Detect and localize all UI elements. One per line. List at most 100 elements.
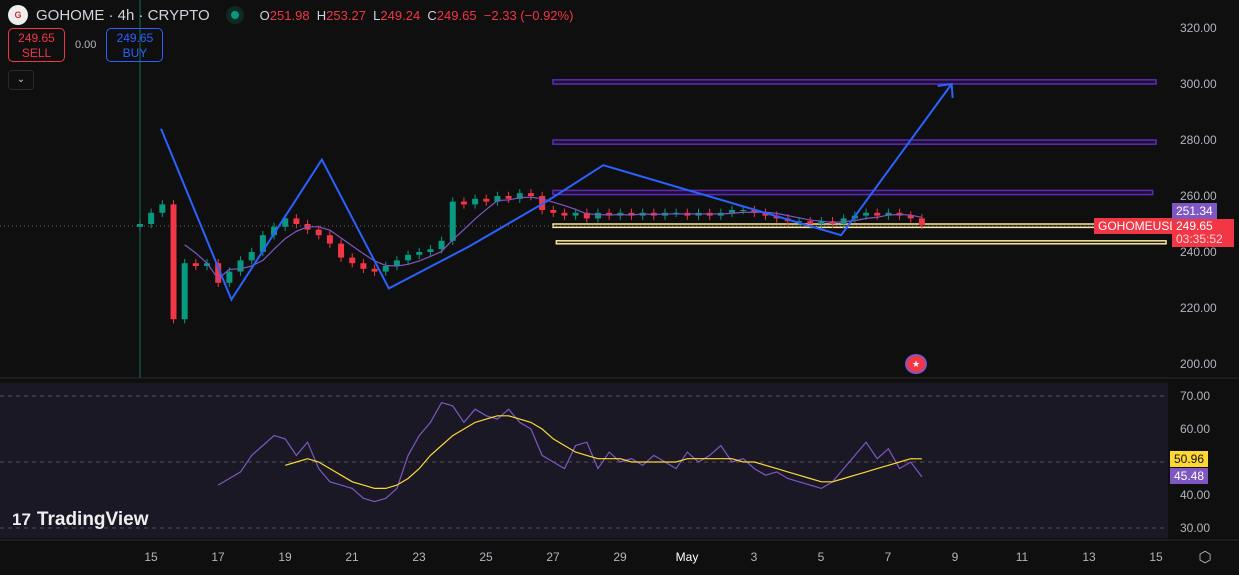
candle-body: [438, 240, 445, 250]
candle-body: [863, 212, 870, 216]
candle-body: [338, 243, 345, 258]
candle-body: [148, 212, 155, 224]
time-tick: 15: [1149, 550, 1163, 564]
price-ma-line: [184, 196, 923, 280]
candle-body: [550, 210, 557, 213]
candle-body: [315, 229, 322, 236]
candle-body: [226, 271, 233, 283]
chevron-down-icon[interactable]: ⌄: [8, 70, 34, 90]
time-tick: 29: [613, 550, 627, 564]
candle-body: [282, 218, 289, 227]
candle-body: [405, 254, 412, 261]
price-tick: 260.00: [1180, 189, 1217, 203]
rsi-tick: 60.00: [1180, 422, 1210, 436]
candle-body: [460, 201, 467, 205]
arrow-head-icon: [937, 82, 954, 99]
candle-body: [751, 210, 758, 213]
rsi-ma-line: [285, 415, 922, 489]
support-zone: [555, 240, 1167, 245]
time-tick: 21: [345, 550, 359, 564]
candle-body: [583, 212, 590, 219]
us-flag-event-icon[interactable]: ★: [905, 354, 927, 374]
candle-body: [885, 212, 892, 216]
candle-body: [807, 221, 814, 224]
price-tick: 240.00: [1180, 245, 1217, 259]
buy-button[interactable]: 249.65 BUY: [106, 28, 164, 62]
symbol-logo: G: [8, 5, 28, 25]
candle-body: [729, 210, 736, 213]
candle-body: [427, 249, 434, 252]
time-tick: 9: [952, 550, 959, 564]
candle-body: [349, 257, 356, 264]
time-tick: 15: [144, 550, 158, 564]
price-tick: 320.00: [1180, 21, 1217, 35]
time-tick: 13: [1082, 550, 1096, 564]
candle-body: [472, 198, 479, 205]
candle-body: [293, 218, 300, 224]
candle-body: [594, 212, 601, 219]
candle-body: [628, 212, 635, 216]
candle-body: [382, 266, 389, 272]
rsi-tick: 30.00: [1180, 521, 1210, 535]
candle-body: [561, 212, 568, 216]
candle-body: [159, 204, 166, 213]
time-tick: May: [676, 550, 699, 564]
candle-body: [259, 235, 266, 252]
rsi-ma-label: 50.96: [1170, 451, 1209, 467]
settings-gear-icon[interactable]: ⬡: [1198, 549, 1212, 566]
time-tick: 17: [211, 550, 225, 564]
candle-body: [606, 212, 613, 216]
candle-body: [371, 268, 378, 272]
price-tick: 280.00: [1180, 133, 1217, 147]
ohlc-readout: O251.98 H253.27 L249.24 C249.65 −2.33 (−…: [259, 7, 574, 23]
time-tick: 3: [751, 550, 758, 564]
symbol-title[interactable]: GOHOME · 4h · CRYPTO: [36, 6, 210, 24]
sell-button[interactable]: 249.65 SELL: [8, 28, 65, 62]
time-tick: 27: [546, 550, 560, 564]
candle-body: [248, 252, 255, 261]
time-tick: 23: [412, 550, 426, 564]
candle-body: [796, 221, 803, 223]
candle-body: [181, 263, 188, 320]
market-status-icon[interactable]: [225, 6, 244, 24]
price-tick: 220.00: [1180, 301, 1217, 315]
rsi-line: [217, 401, 923, 503]
resistance-zone: [552, 189, 1154, 196]
candle-body: [918, 218, 925, 225]
candle-body: [907, 215, 914, 219]
tradingview-logo[interactable]: 17 TradingView: [12, 509, 149, 530]
zigzag-drawing: [160, 83, 953, 302]
resistance-zone: [552, 139, 1157, 145]
candle-body: [818, 221, 825, 224]
candle-body: [516, 193, 523, 199]
spread-value: 0.00: [75, 39, 97, 51]
candle-body: [494, 196, 501, 202]
time-tick: 7: [885, 550, 892, 564]
rsi-pane-background: [0, 383, 1168, 538]
time-tick: 11: [1016, 550, 1029, 564]
rsi-tick: 70.00: [1180, 389, 1210, 403]
candle-body: [449, 201, 456, 241]
candle-body: [740, 210, 747, 211]
candle-body: [505, 196, 512, 199]
candle-body: [360, 263, 367, 269]
candle-body: [192, 263, 199, 266]
candle-body: [874, 212, 881, 216]
time-tick: 5: [818, 550, 825, 564]
time-tick: 19: [278, 550, 292, 564]
rsi-tick: 40.00: [1180, 488, 1210, 502]
symbol-header: G GOHOME · 4h · CRYPTO O251.98 H253.27 L…: [8, 5, 573, 25]
candle-body: [483, 198, 490, 202]
price-tick: 200.00: [1180, 357, 1217, 371]
resistance-zone: [552, 79, 1157, 85]
last-price-label: 249.65 03:35:52: [1172, 219, 1234, 247]
candle-body: [673, 212, 680, 214]
rsi-value-label: 45.48: [1170, 468, 1209, 484]
candle-body: [170, 204, 177, 320]
candle-body: [237, 260, 244, 272]
candle-body: [416, 252, 423, 255]
price-tick: 300.00: [1180, 77, 1217, 91]
candle-body: [137, 224, 143, 227]
symbol-tag: GOHOMEUSD: [1094, 218, 1183, 234]
